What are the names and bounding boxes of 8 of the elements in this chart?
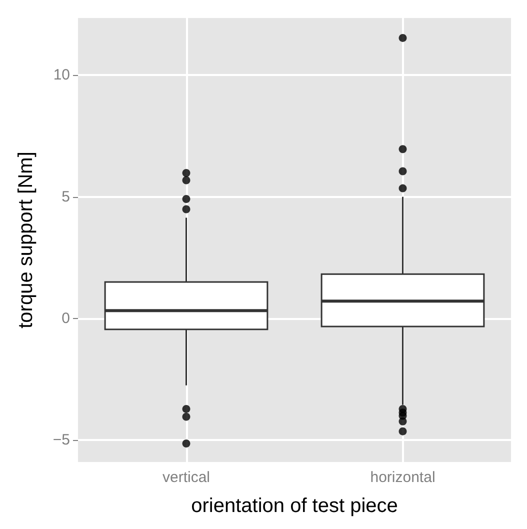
y-tick-label: 10 xyxy=(53,66,70,84)
x-axis-title: orientation of test piece xyxy=(191,495,398,517)
y-tick-label: −5 xyxy=(52,432,70,449)
y-axis-title: torque support [Nm] xyxy=(15,152,37,328)
x-tick-label: vertical xyxy=(162,469,210,486)
y-tick-label: 5 xyxy=(62,188,70,206)
y-tick-label: 0 xyxy=(62,310,70,327)
x-tick-label: horizontal xyxy=(370,469,436,486)
